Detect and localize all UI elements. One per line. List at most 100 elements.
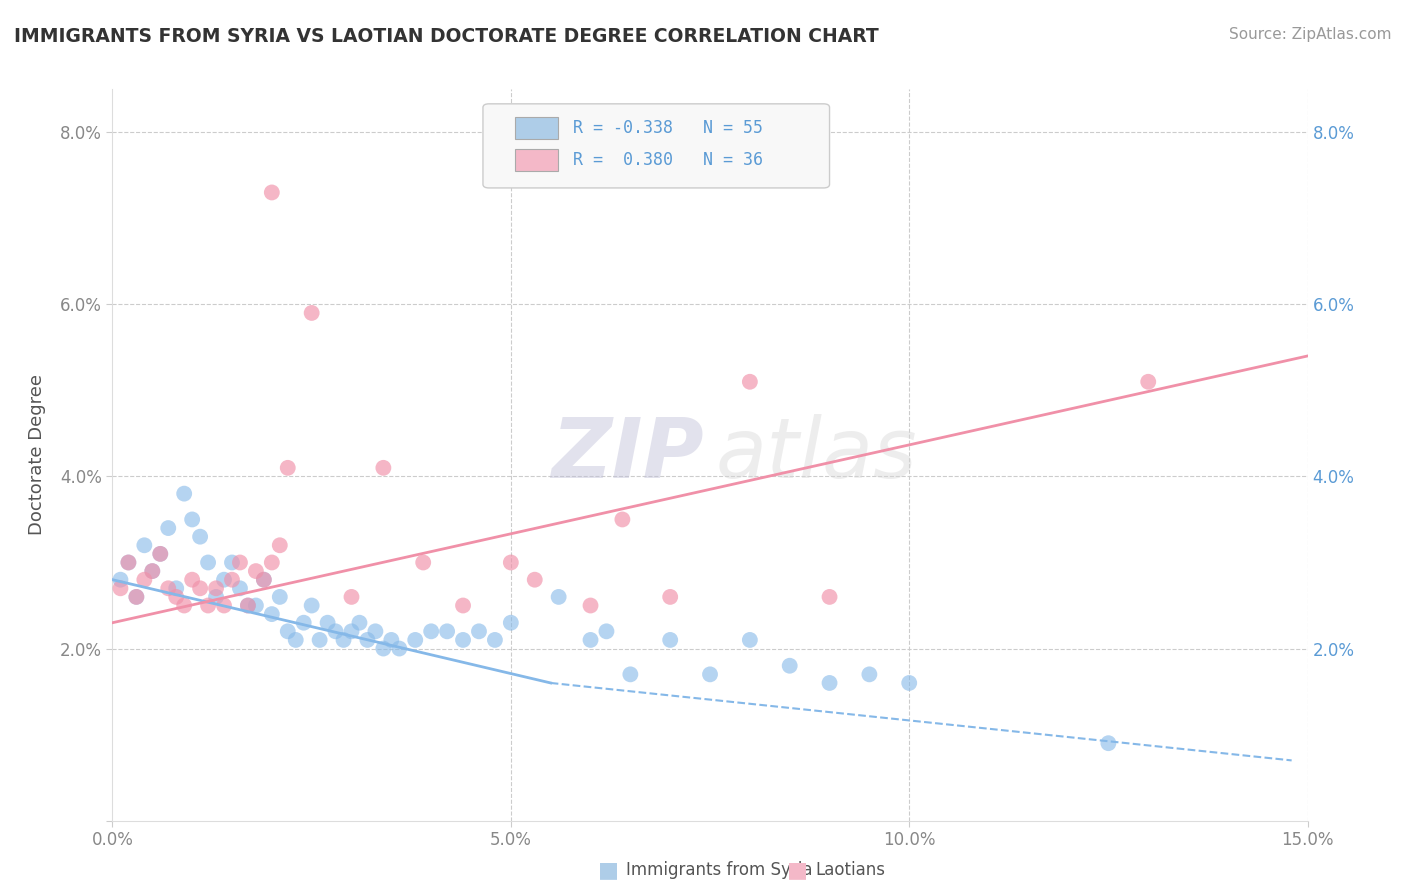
Text: R = -0.338   N = 55: R = -0.338 N = 55 — [572, 119, 762, 137]
Point — [157, 521, 180, 535]
Point — [260, 186, 283, 200]
Point — [499, 615, 522, 630]
Point — [388, 641, 411, 656]
Point — [134, 573, 156, 587]
Point — [325, 624, 347, 639]
Point — [229, 556, 252, 570]
Text: Immigrants from Syria: Immigrants from Syria — [626, 861, 813, 879]
Point — [523, 573, 546, 587]
Point — [212, 573, 235, 587]
Point — [451, 632, 474, 647]
Point — [245, 599, 267, 613]
Point — [436, 624, 458, 639]
Point — [149, 547, 172, 561]
Point — [173, 599, 195, 613]
Point — [117, 556, 139, 570]
Point — [181, 512, 204, 526]
Point — [165, 590, 187, 604]
Point — [197, 599, 219, 613]
Point — [619, 667, 641, 681]
Point — [292, 615, 315, 630]
Point — [1137, 375, 1160, 389]
Y-axis label: Doctorate Degree: Doctorate Degree — [28, 375, 46, 535]
Text: Source: ZipAtlas.com: Source: ZipAtlas.com — [1229, 27, 1392, 42]
Point — [484, 632, 506, 647]
Point — [340, 590, 363, 604]
Point — [221, 556, 243, 570]
Point — [1097, 736, 1119, 750]
Text: Laotians: Laotians — [815, 861, 886, 879]
Point — [364, 624, 387, 639]
Point — [468, 624, 491, 639]
Point — [373, 460, 395, 475]
Point — [205, 582, 228, 596]
Point — [165, 582, 187, 596]
Point — [277, 624, 299, 639]
Point — [181, 573, 204, 587]
Point — [134, 538, 156, 552]
Point — [253, 573, 276, 587]
Point — [188, 530, 211, 544]
Point — [110, 582, 132, 596]
Point — [356, 632, 378, 647]
Point — [659, 632, 682, 647]
Point — [738, 375, 761, 389]
Point — [236, 599, 259, 613]
Point — [858, 667, 880, 681]
Point — [245, 564, 267, 578]
Point — [412, 556, 434, 570]
Point — [340, 624, 363, 639]
Point — [253, 573, 276, 587]
Text: ■: ■ — [787, 860, 808, 880]
Text: IMMIGRANTS FROM SYRIA VS LAOTIAN DOCTORATE DEGREE CORRELATION CHART: IMMIGRANTS FROM SYRIA VS LAOTIAN DOCTORA… — [14, 27, 879, 45]
Point — [149, 547, 172, 561]
Point — [277, 460, 299, 475]
Point — [110, 573, 132, 587]
Point — [117, 556, 139, 570]
Point — [188, 582, 211, 596]
Point — [451, 599, 474, 613]
Point — [579, 632, 602, 647]
Point — [229, 582, 252, 596]
Point — [269, 590, 291, 604]
Point — [659, 590, 682, 604]
Point — [349, 615, 371, 630]
Point — [221, 573, 243, 587]
Point — [316, 615, 339, 630]
Point — [301, 599, 323, 613]
Point — [284, 632, 307, 647]
Point — [212, 599, 235, 613]
Point — [595, 624, 617, 639]
Point — [579, 599, 602, 613]
Point — [699, 667, 721, 681]
Point — [269, 538, 291, 552]
Point — [141, 564, 163, 578]
Point — [125, 590, 148, 604]
Point — [738, 632, 761, 647]
Text: ■: ■ — [598, 860, 619, 880]
Point — [779, 658, 801, 673]
Point — [547, 590, 569, 604]
Point — [308, 632, 330, 647]
Point — [141, 564, 163, 578]
Point — [332, 632, 354, 647]
Point — [236, 599, 259, 613]
Point — [612, 512, 634, 526]
Point — [898, 676, 921, 690]
Text: ZIP: ZIP — [551, 415, 704, 495]
Point — [499, 556, 522, 570]
Point — [420, 624, 443, 639]
Point — [380, 632, 402, 647]
FancyBboxPatch shape — [484, 103, 830, 188]
Text: atlas: atlas — [716, 415, 918, 495]
Point — [373, 641, 395, 656]
Point — [157, 582, 180, 596]
Bar — [515, 117, 558, 139]
Point — [818, 676, 841, 690]
Point — [260, 556, 283, 570]
Point — [173, 486, 195, 500]
Point — [197, 556, 219, 570]
Point — [301, 306, 323, 320]
Point — [818, 590, 841, 604]
Point — [404, 632, 426, 647]
